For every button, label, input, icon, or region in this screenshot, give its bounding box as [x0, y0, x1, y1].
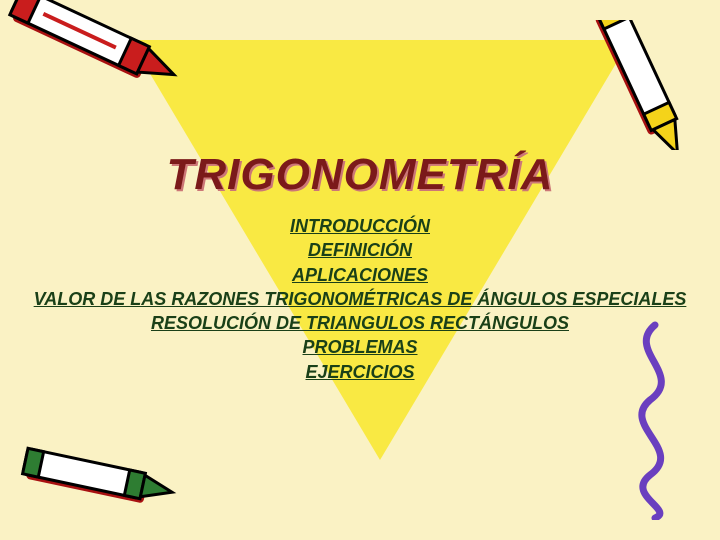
- crayon-green-icon: [15, 430, 185, 530]
- link-resolucion[interactable]: RESOLUCIÓN DE TRIANGULOS RECTÁNGULOS: [0, 311, 720, 335]
- link-problemas[interactable]: PROBLEMAS: [0, 335, 720, 359]
- link-aplicaciones[interactable]: APLICACIONES: [0, 263, 720, 287]
- link-introduccion[interactable]: INTRODUCCIÓN: [0, 214, 720, 238]
- slide-title: TRIGONOMETRÍA: [0, 150, 720, 200]
- crayon-yellow-icon: [550, 20, 720, 150]
- slide-content: TRIGONOMETRÍA INTRODUCCIÓN DEFINICIÓN AP…: [0, 150, 720, 384]
- slide-links: INTRODUCCIÓN DEFINICIÓN APLICACIONES VAL…: [0, 214, 720, 384]
- link-definicion[interactable]: DEFINICIÓN: [0, 238, 720, 262]
- crayon-red-icon: [0, 0, 192, 92]
- link-valor-razones[interactable]: VALOR DE LAS RAZONES TRIGONOMÉTRICAS DE …: [0, 287, 720, 311]
- squiggle-icon: [615, 320, 695, 525]
- link-ejercicios[interactable]: EJERCICIOS: [0, 360, 720, 384]
